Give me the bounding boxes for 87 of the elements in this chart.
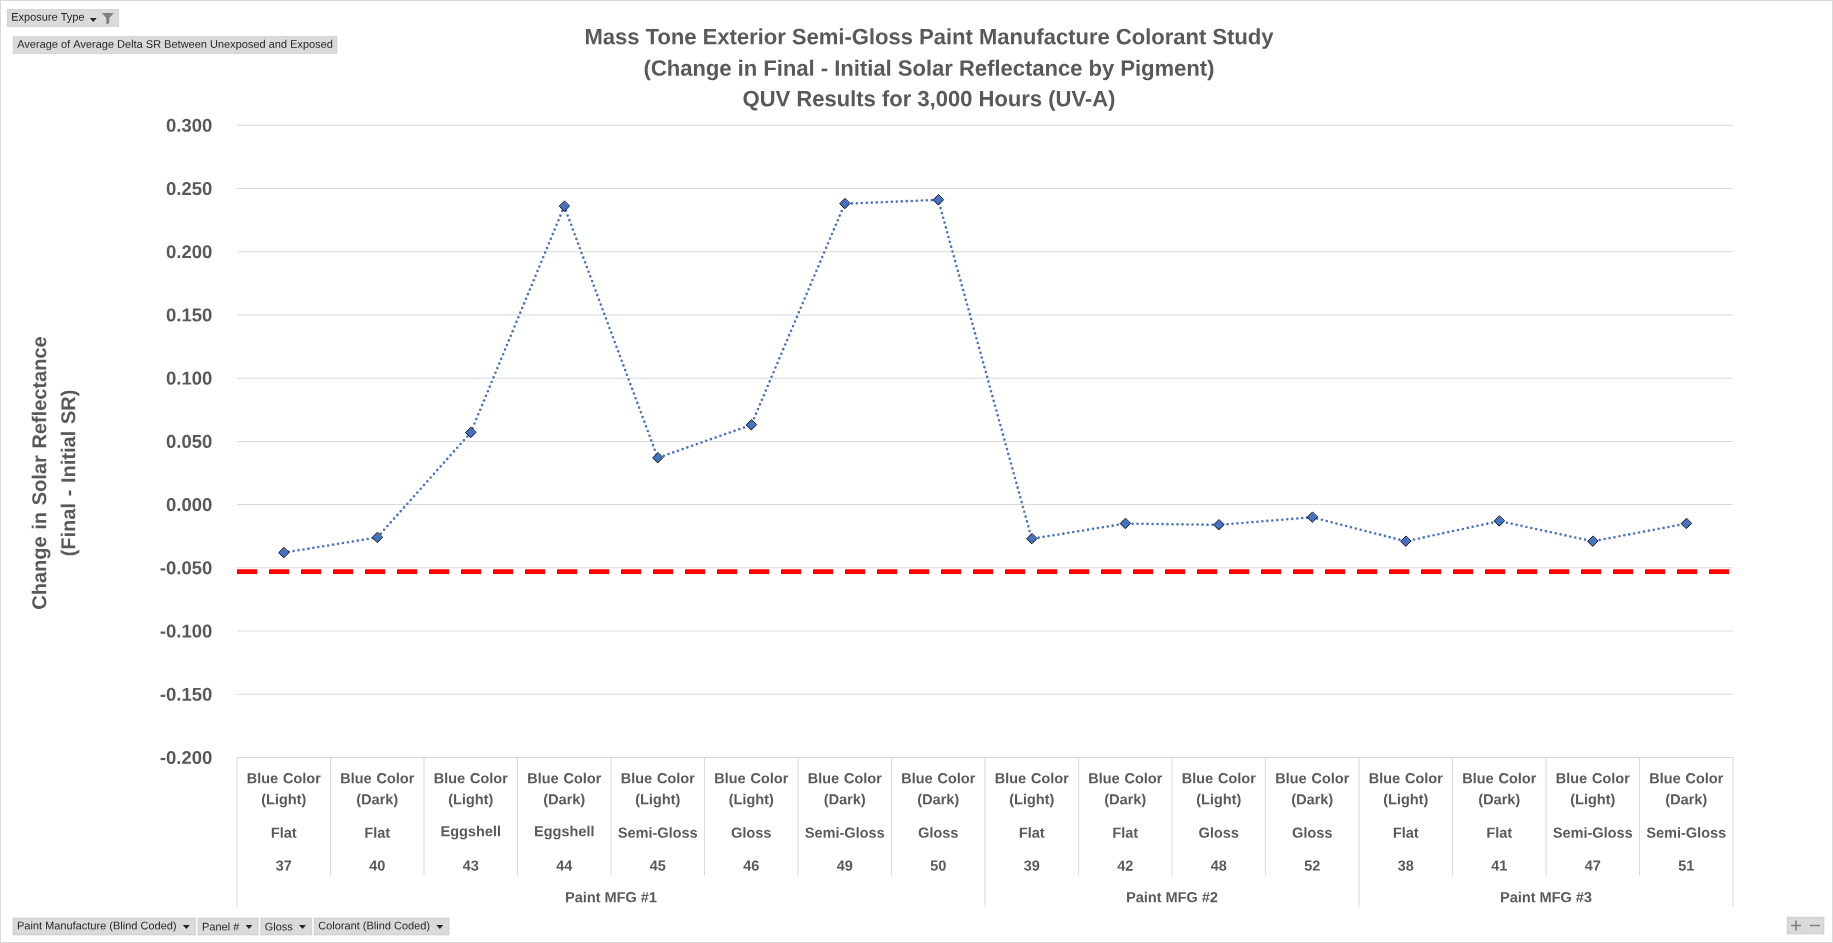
x-tick-label: 42	[1117, 860, 1133, 871]
text: Paint MFG #1	[566, 891, 657, 903]
point	[745, 419, 757, 431]
text: Blue Color (Dark)	[902, 772, 976, 808]
text: Flat	[1393, 827, 1419, 838]
x-tick-label: 49	[836, 860, 853, 871]
text: Blue Color (Dark)	[808, 772, 882, 808]
text: Semi-Gloss	[805, 827, 885, 838]
text: Blue Color (Light)	[621, 772, 695, 808]
point	[278, 547, 290, 559]
y-tick-label: 0.000	[166, 498, 212, 512]
x-tick-label: 44	[556, 860, 573, 871]
text: Blue Color (Light)	[247, 772, 321, 808]
text: Blue Color (Light)	[1182, 772, 1256, 808]
x-tick-label: 45	[649, 860, 666, 871]
x-tick-label: 52	[1304, 860, 1320, 871]
text: Eggshell	[535, 825, 594, 840]
x-tick-label: 48	[1210, 860, 1227, 871]
text: Blue Color (Dark)	[1650, 772, 1724, 808]
point	[371, 531, 383, 544]
y-tick-label: 0.050	[166, 434, 212, 448]
y-tick-label: -0.100	[160, 624, 212, 638]
text: Semi-Gloss	[618, 827, 698, 838]
point	[652, 452, 664, 464]
text: Gloss	[1292, 827, 1332, 838]
chart-title: Mass Tone Exterior Semi-Gloss Paint Manufacture Colorant Study (Change in Final - Initial Solar Reflectance by Pigment)	[585, 28, 1274, 81]
text: Blue Color (Dark)	[1463, 772, 1537, 808]
point	[932, 194, 944, 206]
text: Exposure Type	[12, 13, 85, 23]
y-tick-label: -0.200	[160, 750, 212, 765]
point	[1680, 518, 1692, 530]
text: Semi-Gloss	[1646, 827, 1726, 838]
y-tick-label: 0.250	[166, 181, 212, 196]
chart-subtitle: QUV Results for 3,000 Hours (UV-A)	[743, 90, 1115, 111]
y-tick-label: 0.100	[166, 371, 212, 385]
text: Eggshell	[441, 825, 500, 840]
y-tick-label: 0.150	[166, 308, 212, 322]
point	[465, 427, 477, 439]
text: Gloss	[265, 922, 293, 931]
text: Blue Color (Dark)	[528, 772, 602, 808]
text: Blue Color (Light)	[434, 772, 508, 808]
text: Flat	[1019, 827, 1045, 838]
point	[839, 198, 851, 210]
text: Paint Manufacture (Blind Coded)	[17, 921, 176, 932]
x-tick-label: 51	[1678, 860, 1694, 871]
point	[1119, 518, 1131, 530]
text: Gloss	[1199, 827, 1239, 838]
text: Flat	[1113, 827, 1138, 838]
text: Flat	[365, 827, 390, 838]
text: Gloss	[731, 827, 771, 838]
text: Semi-Gloss	[1553, 827, 1633, 838]
point	[1306, 511, 1318, 523]
point	[558, 200, 570, 212]
x-tick-label: 46	[743, 860, 759, 871]
text: Blue Color (Light)	[995, 772, 1069, 808]
text: Paint MFG #2	[1127, 891, 1218, 903]
point	[1400, 535, 1412, 547]
y-tick-label: -0.050	[160, 561, 212, 575]
y-tick-label: 0.200	[166, 245, 212, 259]
y-tick-label: -0.150	[160, 687, 212, 701]
point	[1587, 535, 1599, 547]
text: Paint MFG #3	[1501, 891, 1592, 903]
x-tick-label: 37	[276, 860, 292, 871]
text: Gloss	[918, 827, 958, 838]
point	[1213, 519, 1225, 531]
text: Blue Color (Dark)	[1089, 772, 1163, 808]
x-tick-label: 40	[369, 860, 385, 871]
y-tick-label: 0.300	[166, 118, 212, 132]
text: Flat	[1487, 827, 1512, 838]
text: Average of Average Delta SR Between Unexposed and Exposed	[17, 39, 333, 51]
text: Blue Color (Dark)	[1276, 772, 1350, 808]
text: Panel #	[202, 922, 240, 931]
text: Flat	[271, 827, 297, 838]
x-tick-label: 39	[1024, 860, 1040, 871]
x-tick-label: 38	[1398, 860, 1414, 871]
point	[1026, 533, 1038, 545]
text: Blue Color (Light)	[1556, 772, 1630, 808]
x-tick-label: 41	[1491, 860, 1507, 871]
x-tick-label: 43	[462, 860, 479, 871]
text: Blue Color (Light)	[1369, 772, 1443, 808]
point	[1493, 515, 1505, 527]
x-tick-label: 47	[1584, 860, 1601, 871]
text: Blue Color (Light)	[715, 772, 789, 808]
text: Blue Color (Dark)	[341, 772, 415, 808]
y-axis-title: Change in Solar Reflectance (Final - Initial SR)	[31, 337, 80, 609]
text: Colorant (Blind Coded)	[318, 921, 430, 932]
x-tick-label: 50	[930, 860, 946, 871]
